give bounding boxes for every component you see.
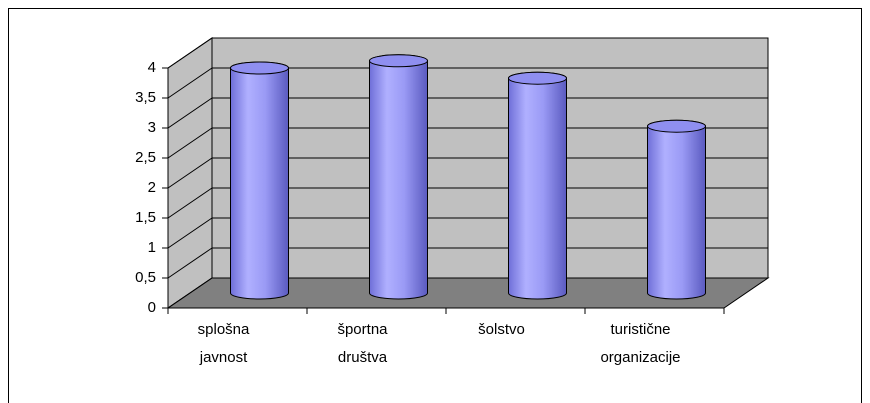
bar — [647, 119, 706, 300]
grid-line — [167, 277, 213, 309]
bar-top — [369, 54, 428, 68]
y-tick-label: 1,5 — [135, 209, 156, 226]
bar-top — [230, 61, 289, 75]
x-tick-label: turistične — [610, 321, 670, 338]
y-tick-label: 3 — [148, 119, 156, 136]
y-tick-label: 0 — [148, 299, 156, 316]
y-tick-label: 1 — [148, 239, 156, 256]
x-tick-label: športna — [337, 321, 388, 338]
grid-line — [167, 157, 213, 189]
x-tick-label: splošna — [198, 321, 250, 338]
grid-line — [167, 187, 213, 219]
y-tick-label: 4 — [148, 59, 156, 76]
bar-top — [508, 71, 567, 85]
x-tick-label: šolstvo — [478, 321, 525, 338]
grid-line — [167, 37, 213, 69]
y-tick-label: 3,5 — [135, 89, 156, 106]
x-tick-label: organizacije — [600, 349, 680, 366]
x-tick-label: javnost — [199, 349, 248, 366]
y-tick-label: 2 — [148, 179, 156, 196]
bar-top — [647, 119, 706, 133]
grid-line — [167, 127, 213, 159]
x-tick-label: društva — [338, 349, 388, 366]
y-tick-label: 0,5 — [135, 269, 156, 286]
grid-line — [167, 67, 213, 99]
bar — [230, 61, 289, 300]
grid-line — [167, 97, 213, 129]
y-tick-label: 2,5 — [135, 149, 156, 166]
bar — [369, 54, 428, 300]
bar — [508, 71, 567, 300]
grid-line — [167, 217, 213, 249]
grid-line — [167, 247, 213, 279]
